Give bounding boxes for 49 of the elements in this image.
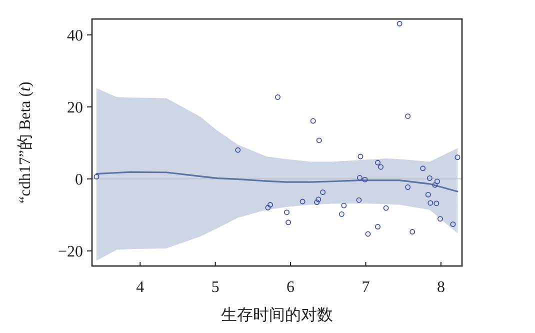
point [432,182,438,188]
y-tick-label: 40 [67,27,83,44]
point [300,198,306,204]
point [358,154,364,160]
y-tick-label: 20 [67,99,83,116]
point [265,204,271,210]
y-tick-label: −20 [58,243,83,260]
x-tick-label: 5 [211,279,220,296]
point [405,184,411,190]
point [356,175,362,181]
point [356,197,362,203]
point [316,138,322,144]
point [375,224,381,230]
point [375,160,381,166]
x-tick-label: 7 [362,279,370,296]
point [365,231,371,237]
point [383,205,389,211]
point [405,113,411,119]
point [450,221,456,227]
point [434,200,440,206]
point [284,210,290,216]
point [454,154,460,160]
point [420,166,426,172]
point [378,164,384,170]
x-axis-title: 生存时间的对数 [221,306,333,324]
point [396,20,402,26]
y-axis-title: “cdh17”的 Beta (t) [17,82,34,204]
x-tick-label: 4 [136,279,144,296]
point [316,196,322,202]
point [320,189,326,195]
point [267,202,273,208]
x-tick-label: 8 [436,279,445,296]
y-tick-label: 0 [75,171,83,188]
point [425,192,431,198]
point [314,200,320,206]
point [286,220,292,226]
x-tick-label: 6 [286,279,295,296]
point [235,147,241,153]
point [362,176,368,182]
point [275,94,280,100]
point [341,202,347,208]
point [426,175,432,181]
point [437,216,443,222]
point [434,178,440,184]
point [338,211,344,217]
point [94,174,100,180]
point [428,200,434,206]
point [310,118,316,124]
point [410,229,416,235]
